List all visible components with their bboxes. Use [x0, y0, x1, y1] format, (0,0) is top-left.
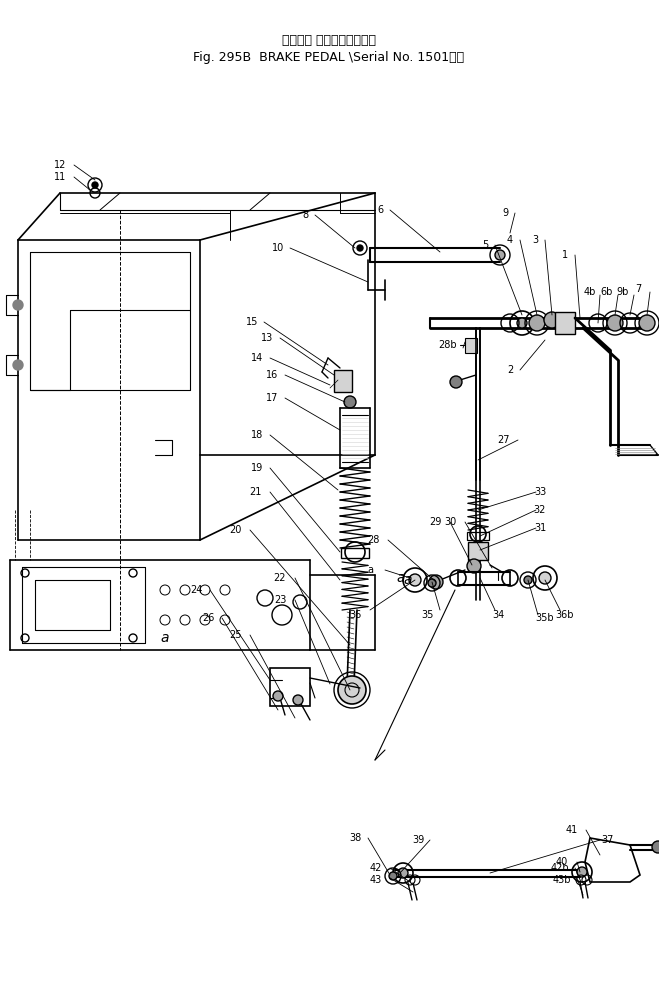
Bar: [341, 548, 369, 558]
Text: 35b: 35b: [536, 613, 554, 623]
Circle shape: [577, 867, 587, 877]
Text: 36: 36: [349, 610, 361, 620]
Bar: [334, 370, 352, 392]
Text: 26: 26: [202, 613, 214, 623]
Text: a: a: [367, 565, 373, 575]
Text: 38: 38: [349, 833, 361, 843]
Text: ブレーキ ペダル（適用号機: ブレーキ ペダル（適用号機: [282, 34, 376, 47]
Text: 9: 9: [502, 208, 508, 218]
Text: 31: 31: [534, 523, 546, 533]
Circle shape: [409, 574, 421, 586]
Text: 17: 17: [266, 393, 278, 403]
Circle shape: [273, 691, 283, 701]
Circle shape: [517, 318, 527, 328]
Text: 36b: 36b: [556, 610, 574, 620]
Bar: [465, 338, 477, 353]
Text: 13: 13: [261, 333, 273, 343]
Text: 14: 14: [251, 353, 263, 363]
Circle shape: [389, 872, 397, 880]
Text: 35: 35: [422, 610, 434, 620]
Circle shape: [428, 579, 436, 587]
Bar: [468, 542, 488, 560]
Text: 43b: 43b: [553, 875, 571, 885]
Circle shape: [338, 676, 366, 704]
Text: 34: 34: [492, 610, 504, 620]
Text: 23: 23: [273, 595, 286, 605]
Text: 32: 32: [534, 505, 546, 515]
Circle shape: [357, 245, 363, 251]
Bar: [270, 668, 310, 706]
Text: a: a: [397, 571, 405, 585]
Circle shape: [529, 315, 545, 331]
Text: 5: 5: [482, 240, 488, 250]
Text: 25: 25: [229, 630, 241, 640]
Text: 6: 6: [377, 205, 383, 215]
Text: 4: 4: [507, 235, 513, 245]
Text: 3: 3: [532, 235, 538, 245]
Text: 2: 2: [507, 365, 513, 375]
Text: 24: 24: [190, 585, 202, 595]
Text: 43: 43: [370, 875, 382, 885]
Circle shape: [450, 376, 462, 388]
Text: 41: 41: [566, 825, 578, 835]
Text: a: a: [404, 573, 413, 587]
Circle shape: [92, 182, 98, 188]
Text: 11: 11: [54, 172, 66, 182]
Text: 42b: 42b: [551, 863, 569, 873]
Text: 4b: 4b: [584, 287, 596, 297]
Text: 21: 21: [249, 487, 261, 497]
Text: 37: 37: [602, 835, 614, 845]
Text: 22: 22: [273, 573, 286, 583]
Text: Fig. 295B  BRAKE PEDAL \Serial No. 1501－）: Fig. 295B BRAKE PEDAL \Serial No. 1501－）: [194, 52, 465, 64]
Text: a: a: [161, 631, 169, 645]
Text: 10: 10: [272, 243, 284, 253]
Text: 28b: 28b: [439, 340, 457, 350]
Circle shape: [13, 360, 23, 370]
Text: 7: 7: [635, 284, 641, 294]
Circle shape: [524, 576, 532, 584]
Circle shape: [293, 695, 303, 705]
Circle shape: [607, 315, 623, 331]
Text: 42: 42: [370, 863, 382, 873]
Text: 9b: 9b: [617, 287, 629, 297]
Text: 29: 29: [429, 517, 441, 527]
Text: 6b: 6b: [601, 287, 613, 297]
Circle shape: [429, 575, 443, 589]
Circle shape: [495, 250, 505, 260]
Text: 33: 33: [534, 487, 546, 497]
Text: 39: 39: [412, 835, 424, 845]
Circle shape: [652, 841, 659, 853]
Circle shape: [639, 315, 655, 331]
Circle shape: [398, 868, 408, 878]
Circle shape: [344, 396, 356, 408]
Text: 40: 40: [556, 857, 568, 867]
Circle shape: [544, 312, 560, 328]
Text: 12: 12: [54, 160, 66, 170]
Circle shape: [539, 572, 551, 584]
Text: 15: 15: [246, 317, 258, 327]
Circle shape: [467, 559, 481, 573]
Circle shape: [13, 300, 23, 310]
Text: 16: 16: [266, 370, 278, 380]
Bar: [555, 312, 575, 334]
Text: 30: 30: [444, 517, 456, 527]
Text: 8: 8: [302, 210, 308, 220]
Text: 27: 27: [498, 435, 510, 445]
Text: 18: 18: [251, 430, 263, 440]
Bar: [467, 532, 489, 540]
Text: 20: 20: [229, 525, 241, 535]
Text: 19: 19: [251, 463, 263, 473]
Text: 28: 28: [367, 535, 379, 545]
Text: 1: 1: [562, 250, 568, 260]
